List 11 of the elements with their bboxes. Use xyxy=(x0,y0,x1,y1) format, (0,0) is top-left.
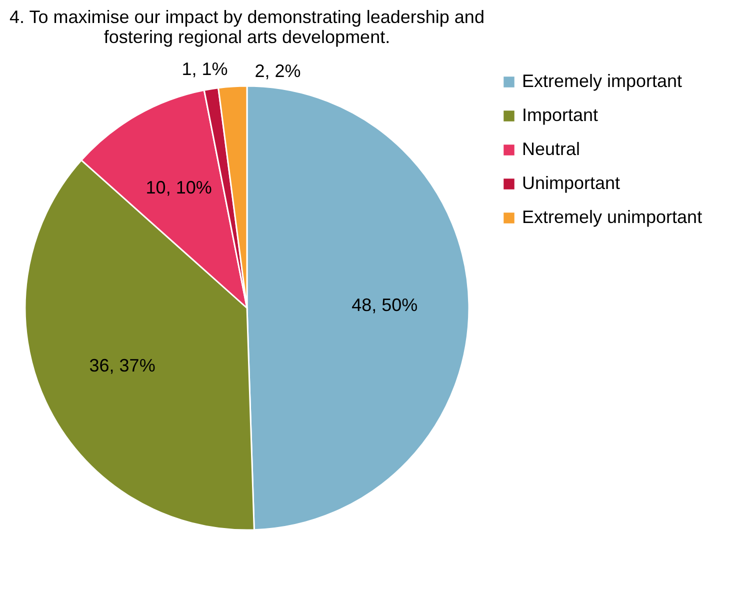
data-label: 2, 2% xyxy=(254,60,301,81)
data-label: 10, 10% xyxy=(146,177,212,198)
legend-label: Extremely important xyxy=(522,71,682,91)
chart-title: 4. To maximise our impact by demonstrating leadership and fostering regional arts development. xyxy=(10,7,484,48)
data-label: 36, 37% xyxy=(89,355,156,376)
data-label: 48, 50% xyxy=(352,294,418,315)
legend-label: Neutral xyxy=(522,139,580,159)
legend-label: Important xyxy=(522,105,598,125)
legend-label: Unimportant xyxy=(522,173,620,193)
data-label: 1, 1% xyxy=(182,59,228,80)
legend-label: Extremely unimportant xyxy=(522,207,702,227)
